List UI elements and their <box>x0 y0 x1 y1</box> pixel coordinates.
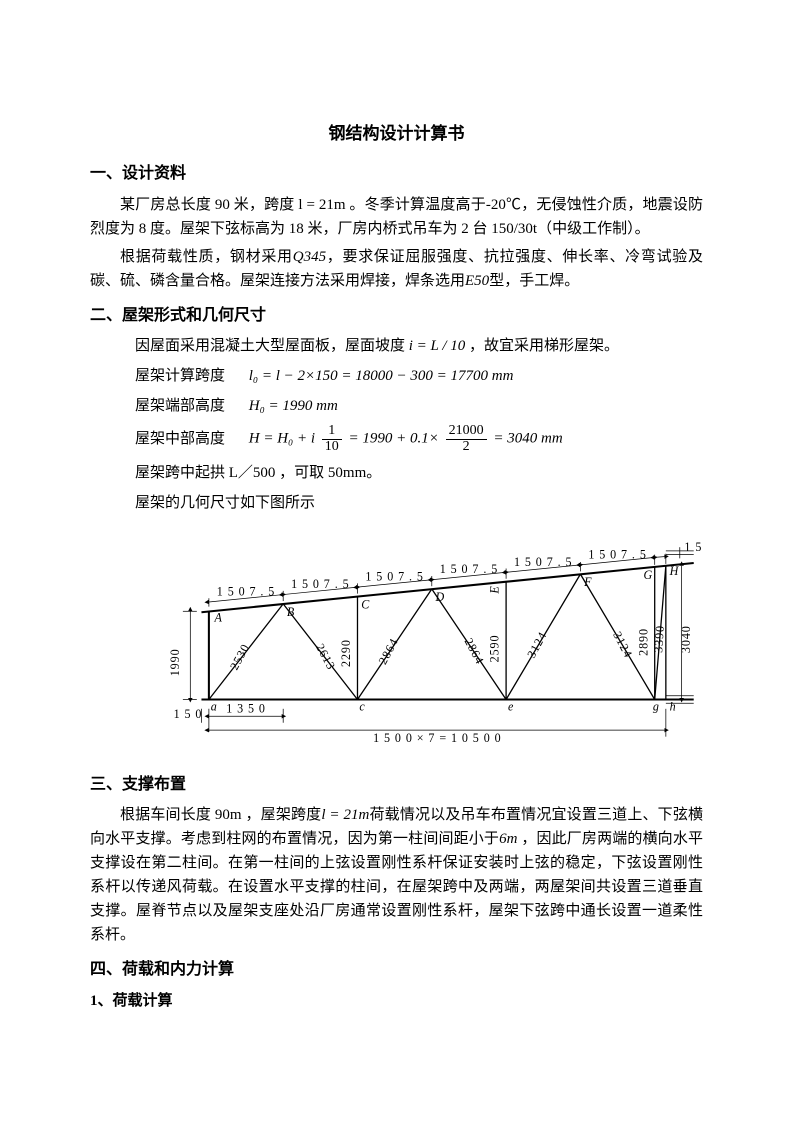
s3pa: 根据车间长度 90m ，屋架跨度 <box>120 807 321 823</box>
s3pc: ，因此厂房两端的横向水平支撑设在第二柱间。在第一柱间的上弦设置刚性系杆保证安装时… <box>90 831 703 943</box>
s2l4-f1n: 1 <box>322 424 342 440</box>
node-G: G <box>644 568 653 582</box>
truss-diagram: 1990 1 5 0 1 3 5 0 1 5 0 0 × 7 = 1 0 5 0… <box>90 523 703 754</box>
s1p2a: 根据荷载性质，钢材采用 <box>120 249 293 265</box>
wl5: 2590 <box>488 634 502 662</box>
page: 钢结构设计计算书 一、设计资料 某厂房总长度 90 米，跨度 l = 21m 。… <box>0 0 793 1122</box>
s2l4-f2d: 2 <box>446 440 487 455</box>
s2l4-frac1: 1 10 <box>322 424 342 454</box>
s2-line1: 因屋面采用混凝土大型屋面板，屋面坡度 i = L / 10 ，故宜采用梯形屋架。 <box>135 334 703 358</box>
s2l2-eq: l₀ = l − 2×150 = 18000 − 300 = 17700 mm <box>249 368 514 384</box>
s2l4-post: = 3040 mm <box>493 431 562 447</box>
node-H: H <box>669 564 680 578</box>
q345: Q345 <box>293 249 326 265</box>
s2-line3: 屋架端部高度 H₀ = 1990 mm <box>135 394 703 418</box>
s2-line5: 屋架跨中起拱 L／500 ，可取 50mm。 <box>135 461 703 485</box>
node-c: c <box>359 699 365 713</box>
section1-para1: 某厂房总长度 90 米，跨度 l = 21m 。冬季计算温度高于-20℃，无侵蚀… <box>90 193 703 241</box>
s2l4-pre: H = H₀ + i <box>249 431 315 447</box>
web-length-labels: 2530 2613 2290 2864 2864 2590 3124 3124 … <box>227 624 667 672</box>
node-labels-bottom: a c e g h <box>211 699 676 713</box>
tp1: 1 5 0 7 . 5 <box>217 584 275 598</box>
s2l1-iL: i = L / 10 <box>409 338 466 354</box>
node-A: A <box>213 610 222 624</box>
node-h: h <box>670 699 676 713</box>
dim-1990: 1990 <box>168 648 182 676</box>
s2l3-eq: H₀ = 1990 mm <box>249 398 338 414</box>
s1p1-text: 某厂房总长度 90 米，跨度 l = 21m 。冬季计算温度高于-20℃，无侵蚀… <box>90 197 703 237</box>
section1-heading: 一、设计资料 <box>90 161 703 187</box>
wl1: 2613 <box>313 641 338 672</box>
tp2: 1 5 0 7 . 5 <box>291 577 349 591</box>
s2l2-lbl: 屋架计算跨度 <box>135 364 245 388</box>
s3-l: l = 21m <box>321 807 369 823</box>
wl0: 2530 <box>227 641 252 672</box>
node-E: E <box>488 585 502 594</box>
tp3: 1 5 0 7 . 5 <box>365 569 423 583</box>
web-members <box>209 566 666 700</box>
wl3: 2864 <box>376 635 401 666</box>
tp7: 1 5 0 7 . 5 <box>684 540 703 554</box>
s2l1a: 因屋面采用混凝土大型屋面板，屋面坡度 <box>135 338 405 354</box>
section4-sub1: 1、荷载计算 <box>90 989 703 1013</box>
wl9: 3390 <box>651 624 667 653</box>
s2-line6: 屋架的几何尺寸如下图所示 <box>135 491 703 515</box>
node-e: e <box>508 699 514 713</box>
s2l4-frac2: 21000 2 <box>446 424 487 454</box>
node-F: F <box>583 575 592 589</box>
wl8: 2890 <box>636 628 650 656</box>
s2l4-f1d: 10 <box>322 440 342 455</box>
e50: E50 <box>465 273 489 289</box>
wl7: 3124 <box>610 629 635 660</box>
s2l4-lbl: 屋架中部高度 <box>135 427 245 451</box>
wl4: 2864 <box>462 635 487 666</box>
section3-heading: 三、支撑布置 <box>90 772 703 798</box>
dim-3040: 3040 <box>679 625 693 653</box>
s2-line2: 屋架计算跨度 l₀ = l − 2×150 = 18000 − 300 = 17… <box>135 364 703 388</box>
s2l4-f2n: 21000 <box>446 424 487 440</box>
top-dims: 1 5 0 7 . 5 1 5 0 7 . 5 1 5 0 7 . 5 1 5 … <box>209 540 703 607</box>
tp4: 1 5 0 7 . 5 <box>440 562 498 576</box>
dim-150: 1 5 0 <box>174 707 203 721</box>
wl2: 2290 <box>339 639 353 667</box>
section1-para2: 根据荷载性质，钢材采用Q345，要求保证屈服强度、抗拉强度、伸长率、冷弯试验及碳… <box>90 245 703 293</box>
tp6: 1 5 0 7 . 5 <box>588 547 646 561</box>
wl6: 3124 <box>524 629 549 660</box>
section2-heading: 二、屋架形式和几何尺寸 <box>90 303 703 329</box>
node-C: C <box>361 597 370 611</box>
s3-6m: 6m <box>499 831 517 847</box>
node-D: D <box>435 590 445 604</box>
s2-line4: 屋架中部高度 H = H₀ + i 1 10 = 1990 + 0.1× 210… <box>135 424 703 454</box>
s2l1b: ，故宜采用梯形屋架。 <box>469 338 619 354</box>
s1p2c: 型，手工焊。 <box>489 273 579 289</box>
doc-title: 钢结构设计计算书 <box>90 120 703 147</box>
node-g: g <box>653 699 659 713</box>
node-B: B <box>287 605 295 619</box>
tp5: 1 5 0 7 . 5 <box>514 555 572 569</box>
section3-para: 根据车间长度 90m ，屋架跨度l = 21m荷载情况以及吊车布置情况宜设置三道… <box>90 803 703 947</box>
s2l3-lbl: 屋架端部高度 <box>135 394 245 418</box>
section4-heading: 四、荷载和内力计算 <box>90 957 703 983</box>
dim-1350: 1 3 5 0 <box>226 701 266 715</box>
s2l4-mid: = 1990 + 0.1× <box>349 431 439 447</box>
dim-bottom-total: 1 5 0 0 × 7 = 1 0 5 0 0 <box>373 731 501 745</box>
node-a: a <box>211 699 217 713</box>
truss-svg: 1990 1 5 0 1 3 5 0 1 5 0 0 × 7 = 1 0 5 0… <box>90 523 703 746</box>
